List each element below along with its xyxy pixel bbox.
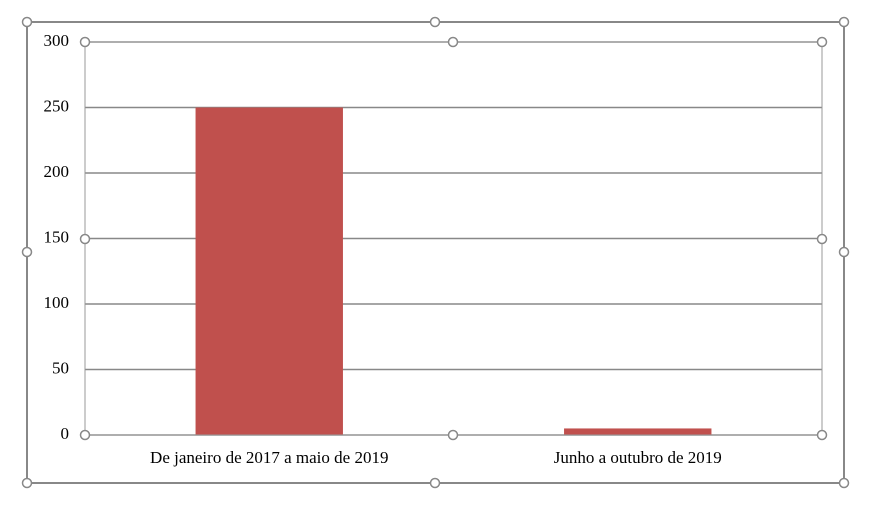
x-tick-label: De janeiro de 2017 a maio de 2019 [150,448,388,467]
x-tick-label: Junho a outubro de 2019 [554,448,722,467]
handle[interactable] [838,477,850,489]
bar [195,107,343,435]
y-tick-label: 250 [44,96,70,115]
bar [564,428,712,435]
y-tick-label: 0 [61,424,70,443]
handle[interactable] [21,16,33,28]
handle[interactable] [79,233,91,245]
handle[interactable] [816,36,828,48]
handle[interactable] [816,233,828,245]
y-tick-label: 300 [44,31,70,50]
handle[interactable] [79,429,91,441]
handle[interactable] [21,477,33,489]
selection-frame [26,21,845,484]
y-tick-label: 200 [44,162,70,181]
handles [21,16,850,489]
handle[interactable] [838,16,850,28]
y-tick-label: 100 [44,293,70,312]
handle[interactable] [447,36,459,48]
handle[interactable] [21,246,33,258]
y-tick-label: 50 [52,358,69,377]
handle[interactable] [447,429,459,441]
handle[interactable] [429,477,441,489]
handle[interactable] [838,246,850,258]
handle[interactable] [79,36,91,48]
y-tick-label: 150 [44,227,70,246]
handle[interactable] [816,429,828,441]
handle[interactable] [429,16,441,28]
